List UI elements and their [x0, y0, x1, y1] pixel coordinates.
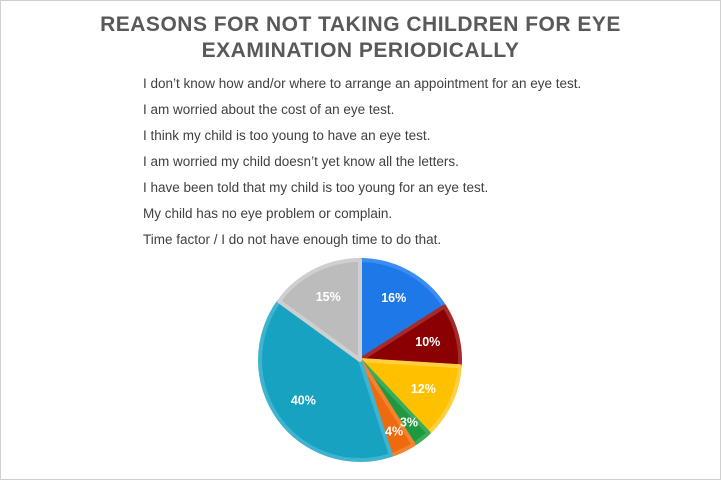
pie-slice [358, 358, 462, 435]
chart-title-line-2: EXAMINATION PERIODICALLY [201, 39, 520, 62]
legend: I don’t know how and/or where to arrange… [143, 75, 581, 257]
slice-data-label: 12% [411, 382, 436, 396]
slice-data-label: 16% [381, 291, 406, 305]
legend-item: I am worried about the cost of an eye te… [143, 102, 395, 117]
pie-slice [358, 258, 447, 362]
chart-title: REASONS FOR NOT TAKING CHILDREN FOR EYE … [0, 12, 721, 64]
pie-slice [258, 299, 393, 462]
chart-title-line-1: REASONS FOR NOT TAKING CHILDREN FOR EYE [100, 13, 621, 36]
slice-data-label: 40% [291, 393, 316, 407]
legend-item: I am worried my child doesn’t yet know a… [143, 154, 459, 169]
legend-item: Time factor / I do not have enough time … [143, 232, 442, 247]
slice-data-label: 10% [415, 335, 440, 349]
slice-data-label: 15% [316, 290, 341, 304]
legend-item: My child has no eye problem or complain. [143, 206, 393, 221]
legend-item: I think my child is too young to have an… [143, 128, 431, 143]
slice-data-label: 4% [385, 425, 403, 439]
slice-data-label: 3% [400, 416, 418, 430]
pie-slice [277, 258, 362, 362]
legend-item: I don’t know how and/or where to arrange… [143, 76, 582, 91]
legend-item: I have been told that my child is too yo… [143, 180, 489, 195]
